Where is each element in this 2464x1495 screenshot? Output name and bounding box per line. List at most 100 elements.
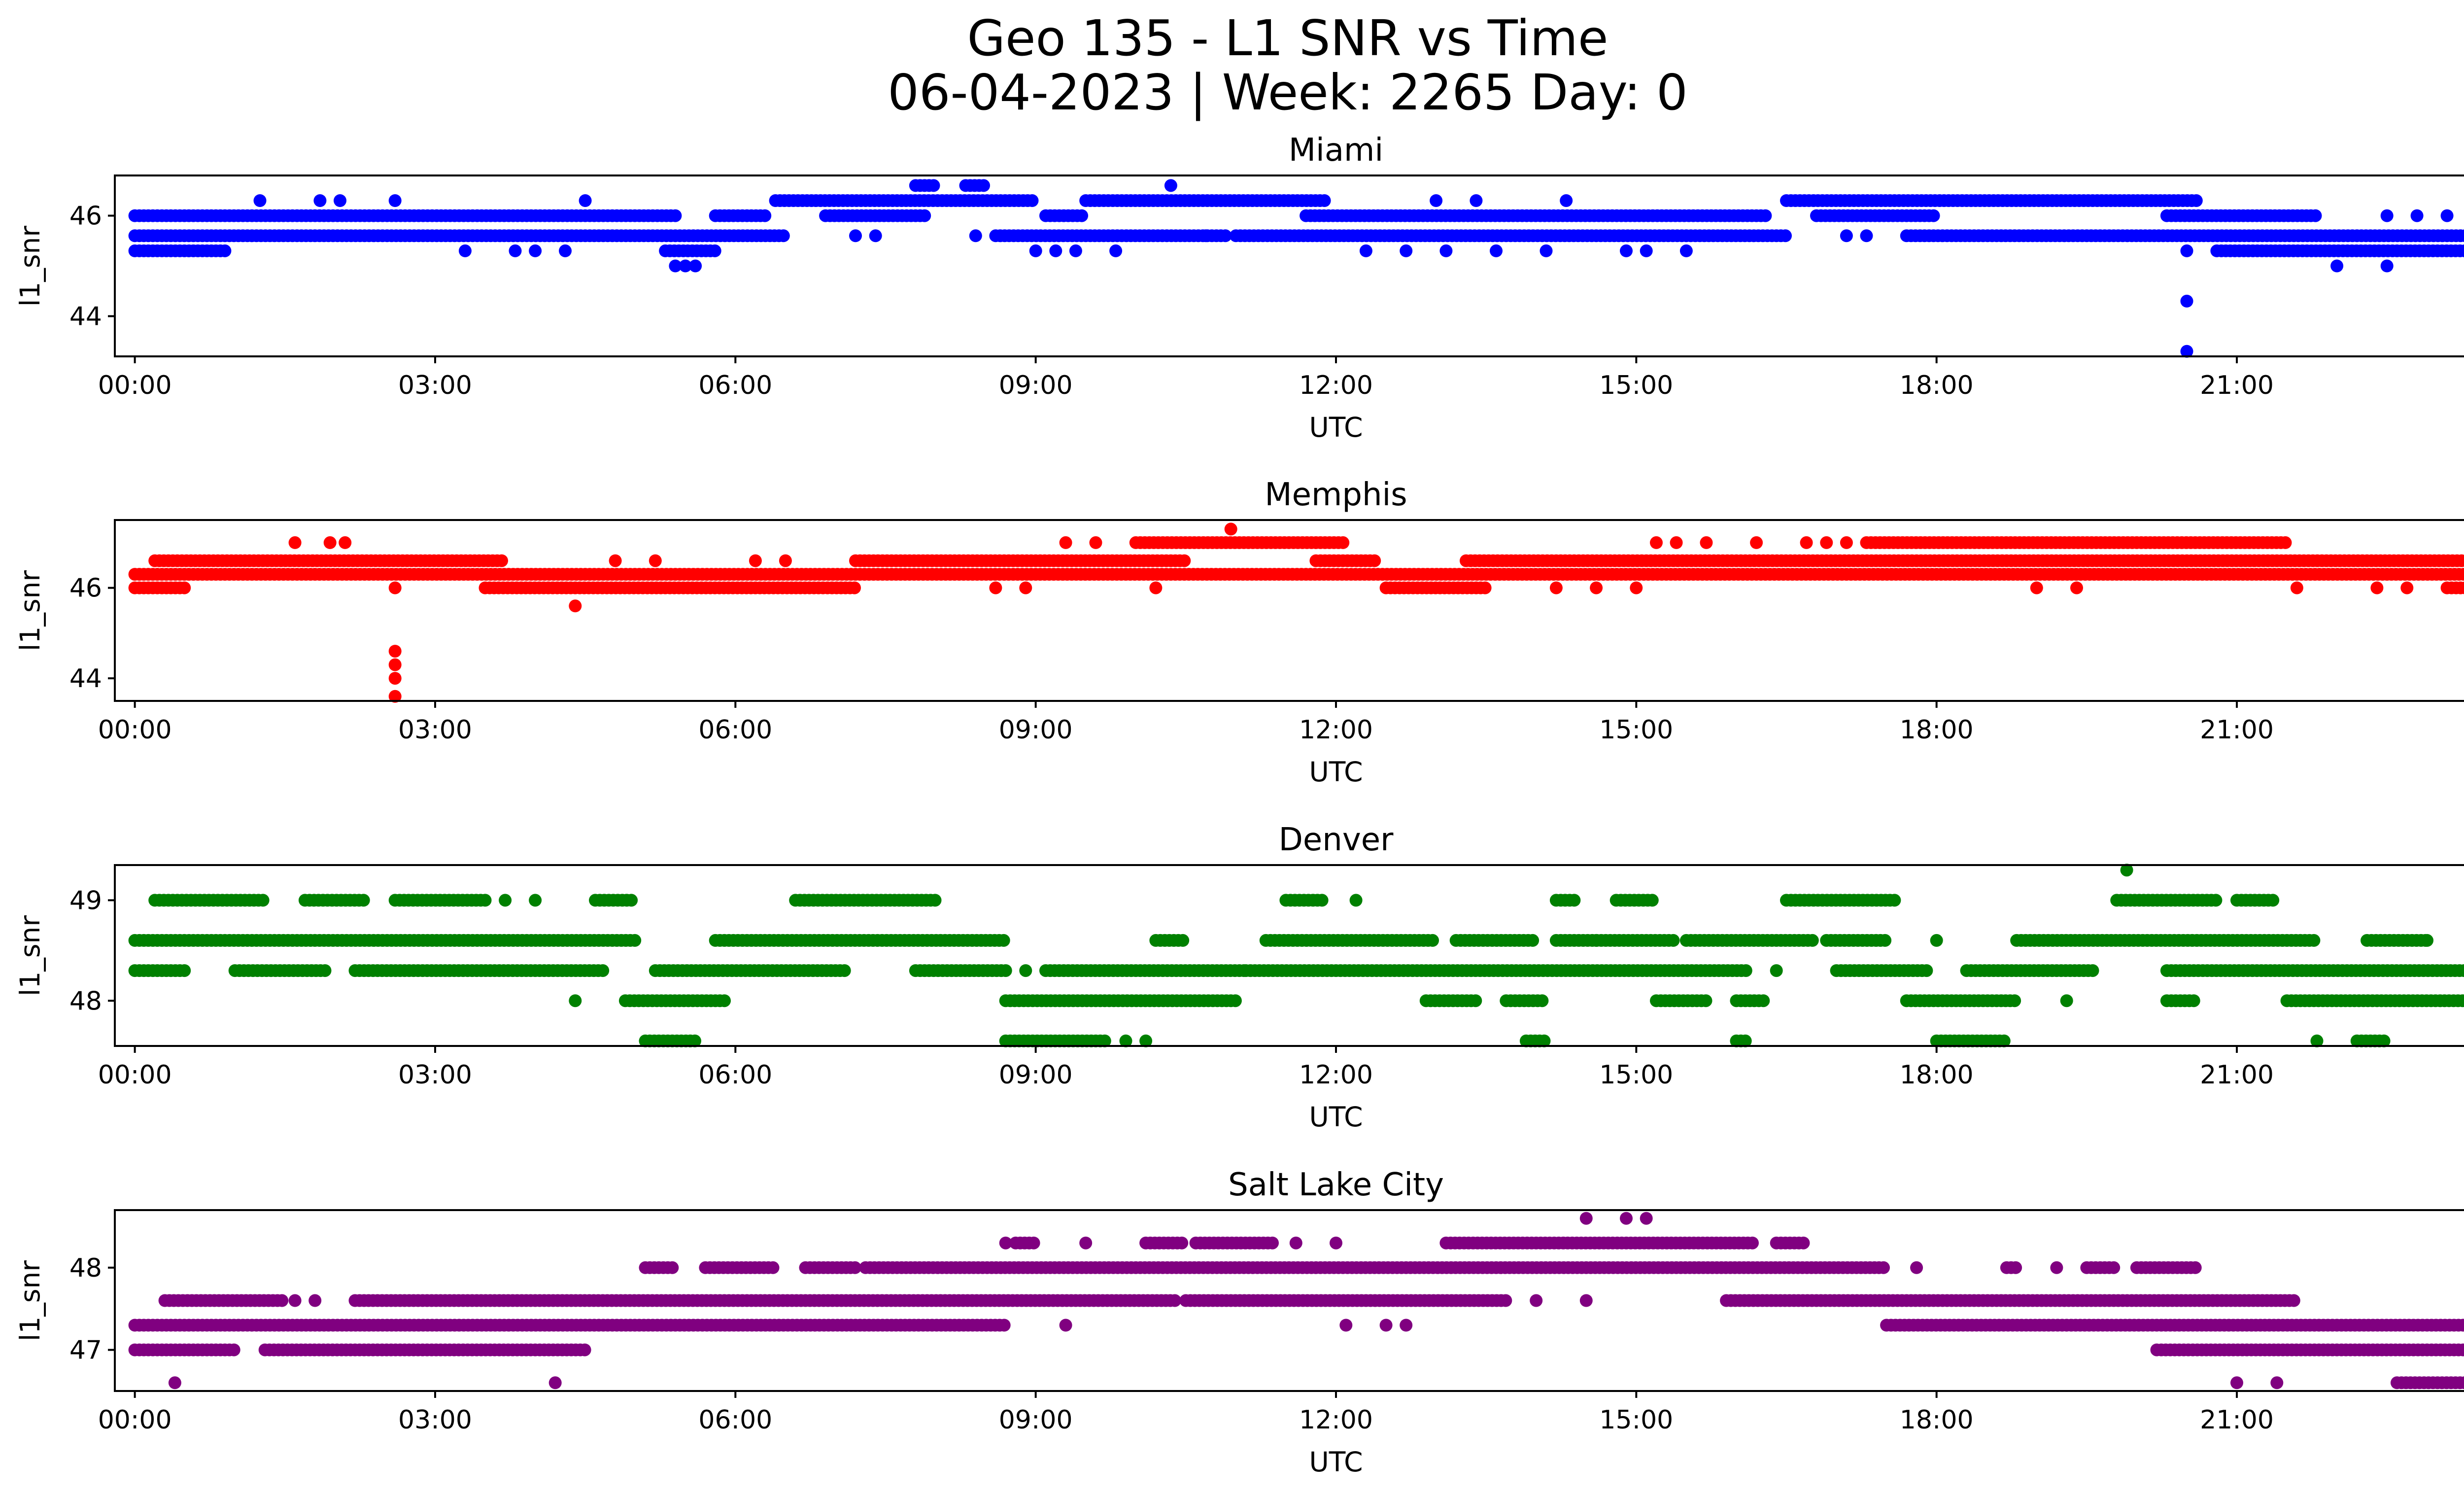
x-tick-label: 21:00 — [2200, 1060, 2274, 1090]
figure-title-line1: Geo 135 - L1 SNR vs Time — [967, 9, 1608, 67]
data-point — [1540, 244, 1553, 257]
data-point — [999, 964, 1012, 977]
data-point — [2461, 1344, 2464, 1356]
x-tick-label: 00:00 — [98, 1060, 172, 1090]
data-point — [1229, 994, 1242, 1008]
subplot-title: Memphis — [1265, 477, 1407, 513]
data-point — [1069, 244, 1082, 257]
data-point — [256, 894, 270, 907]
data-point — [689, 259, 702, 273]
data-point — [2380, 259, 2394, 273]
y-tick-label: 44 — [69, 664, 102, 694]
data-point — [388, 194, 402, 207]
plot-frame — [114, 174, 2464, 357]
data-point — [509, 244, 522, 257]
data-point — [1840, 536, 1853, 549]
data-point — [2107, 1261, 2121, 1274]
data-point — [1059, 536, 1072, 549]
data-point — [1650, 536, 1663, 549]
data-point — [718, 994, 731, 1008]
data-point — [2180, 294, 2193, 308]
data-point — [2377, 1034, 2391, 1047]
data-point — [2410, 209, 2424, 222]
x-tick-label: 03:00 — [398, 715, 472, 745]
data-point — [579, 194, 592, 207]
data-point — [1700, 536, 1713, 549]
data-point — [1770, 964, 1783, 977]
data-point — [218, 244, 232, 257]
data-point — [1757, 994, 1770, 1008]
subplot-salt-lake-city: Salt Lake City UTC l1_snr 00:00 03:00 06:0… — [14, 1167, 2464, 1478]
x-axis-label: UTC — [1309, 1446, 1363, 1478]
data-point — [1089, 536, 1102, 549]
data-point — [2440, 209, 2454, 222]
data-point — [1499, 1294, 1512, 1307]
x-tick-label: 00:00 — [98, 715, 172, 745]
data-point — [1888, 894, 1901, 907]
data-point — [1860, 229, 1873, 243]
data-point — [1670, 536, 1683, 549]
subplot-memphis: Memphis UTC l1_snr 00:00 03:00 06:00 09:00 1… — [14, 477, 2464, 788]
data-point — [2266, 894, 2280, 907]
figure-title-line2: 06-04-2023 | Week: 2265 Day: 0 — [888, 64, 1687, 121]
data-point — [1336, 536, 1350, 549]
data-point — [313, 194, 327, 207]
data-point — [1568, 894, 1581, 907]
data-point — [253, 194, 267, 207]
data-point — [1149, 581, 1163, 594]
x-tick-label: 00:00 — [98, 371, 172, 400]
data-point — [529, 244, 542, 257]
data-point — [1679, 244, 1693, 257]
data-point — [1049, 244, 1062, 257]
data-point — [357, 894, 370, 907]
data-point — [2459, 581, 2464, 594]
data-point — [869, 229, 882, 243]
data-point — [1800, 536, 1813, 549]
y-tick-label: 48 — [69, 986, 102, 1016]
axis-ticks: 00:00 03:00 06:00 09:00 12:00 15:00 18:00 21:00… — [69, 886, 2274, 1090]
data-point — [989, 581, 1002, 594]
data-point — [628, 934, 642, 947]
data-point — [1426, 934, 1439, 947]
data-point — [1759, 209, 1772, 222]
data-point — [766, 1261, 780, 1274]
data-point — [849, 1261, 861, 1274]
data-point — [323, 536, 337, 549]
data-point — [997, 934, 1010, 947]
x-tick-label: 21:00 — [2200, 715, 2274, 745]
data-point — [779, 554, 792, 567]
data-point — [388, 645, 402, 658]
x-tick-label: 15:00 — [1599, 1060, 1673, 1090]
data-point — [969, 229, 982, 243]
data-point — [688, 1034, 701, 1047]
y-tick-label: 46 — [69, 202, 102, 231]
data-point — [1439, 244, 1453, 257]
data-point — [288, 536, 302, 549]
x-axis-label: UTC — [1309, 756, 1363, 788]
y-axis-label: l1_snr — [14, 226, 46, 307]
data-point — [1098, 1034, 1111, 1047]
x-tick-label: 09:00 — [999, 1060, 1073, 1090]
data-point — [2190, 194, 2203, 207]
x-tick-label: 06:00 — [698, 1060, 772, 1090]
subplot-title: Denver — [1279, 822, 1394, 858]
data-point — [1645, 894, 1659, 907]
data-point — [1920, 964, 1933, 977]
data-point — [2380, 209, 2394, 222]
data-point — [2086, 964, 2099, 977]
data-point — [2180, 244, 2193, 257]
data-point — [1119, 1034, 1132, 1047]
data-point — [578, 1343, 591, 1356]
data-point — [569, 599, 582, 613]
data-point — [2209, 894, 2223, 907]
data-point — [2370, 581, 2384, 594]
data-point — [2120, 864, 2133, 877]
data-point — [1109, 244, 1123, 257]
data-point — [1199, 229, 1212, 243]
data-point — [1667, 934, 1680, 947]
data-point — [1927, 209, 1940, 222]
data-point — [669, 209, 682, 222]
data-point — [388, 658, 402, 671]
data-point — [2421, 934, 2433, 947]
